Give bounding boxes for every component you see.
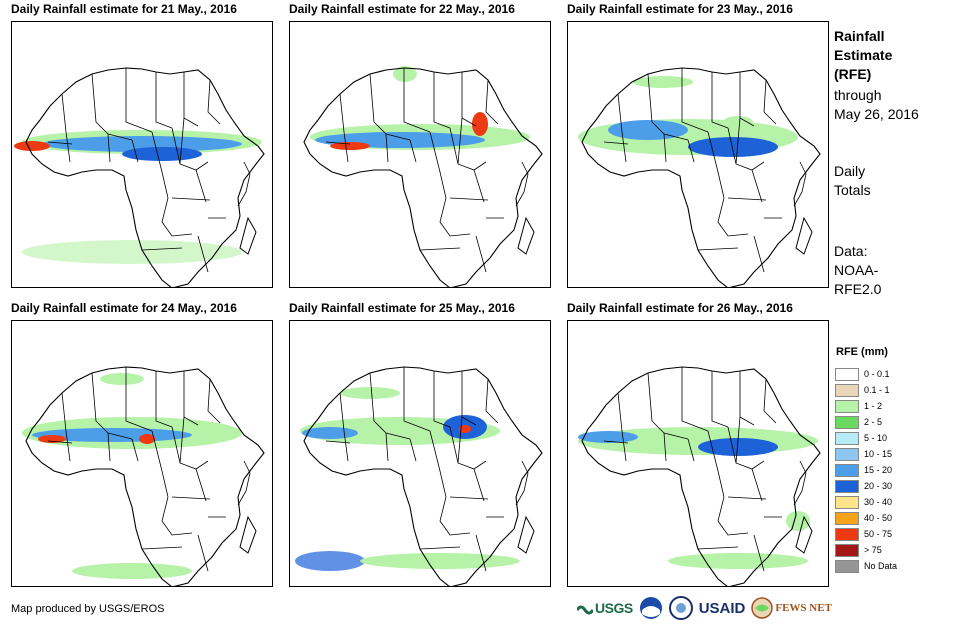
legend-label: 50 - 75	[864, 529, 893, 539]
panel-title: Daily Rainfall estimate for 26 May., 201…	[567, 301, 793, 315]
legend-label: 15 - 20	[864, 465, 893, 475]
totals-label: Totals	[834, 182, 871, 198]
rainfall-map	[567, 320, 829, 587]
rainfall-band	[22, 373, 242, 579]
rainfall-band	[295, 387, 520, 571]
legend-swatch	[835, 447, 859, 461]
logo-strip: USGS USAID FEWS NET	[577, 594, 832, 622]
data-source: Data: NOAA- RFE2.0	[834, 242, 881, 299]
panel-title: Daily Rainfall estimate for 25 May., 201…	[289, 301, 515, 315]
legend-swatch	[835, 431, 859, 445]
legend-row: 40 - 50	[835, 510, 897, 526]
source-line-1: NOAA-	[834, 262, 879, 278]
fews-globe-icon	[751, 597, 774, 619]
legend-label: 10 - 15	[864, 449, 893, 459]
noaa-logo-icon	[639, 597, 662, 619]
rainfall-band	[310, 66, 530, 150]
rainfall-band	[14, 130, 262, 264]
usgs-wave-icon	[577, 605, 593, 615]
legend-row: 20 - 30	[835, 478, 897, 494]
legend-row: 2 - 5	[835, 414, 897, 430]
credit-text: Map produced by USGS/EROS	[11, 603, 165, 615]
rainfall-map	[567, 21, 829, 288]
legend-swatch	[835, 543, 859, 557]
panel-title: Daily Rainfall estimate for 22 May., 201…	[289, 2, 515, 16]
legend-swatch	[835, 463, 859, 477]
legend-label: 40 - 50	[864, 513, 893, 523]
legend-label: 30 - 40	[864, 497, 893, 507]
legend-row: 0 - 0.1	[835, 366, 897, 382]
end-date: May 26, 2016	[834, 106, 919, 122]
legend-label: 1 - 2	[864, 401, 883, 411]
legend-row: 15 - 20	[835, 462, 897, 478]
legend-swatch	[835, 559, 859, 573]
rainfall-map	[289, 21, 551, 288]
fews-label: FEWS NET	[775, 602, 832, 614]
panel-title: Daily Rainfall estimate for 21 May., 201…	[11, 2, 237, 16]
legend-label: 2 - 5	[864, 417, 883, 427]
daily-label: Daily	[834, 163, 866, 179]
legend-label: 5 - 10	[864, 433, 888, 443]
legend-swatch	[835, 479, 859, 493]
rainfall-band	[578, 76, 798, 157]
rainfall-map	[11, 320, 273, 587]
legend-label: > 75	[864, 545, 882, 555]
usgs-label: USGS	[595, 600, 633, 616]
usgs-logo: USGS	[577, 600, 633, 616]
legend-label: 20 - 30	[864, 481, 893, 491]
rainfall-map	[11, 21, 273, 288]
legend-swatch	[835, 511, 859, 525]
legend-title: RFE (mm)	[836, 346, 888, 358]
legend-swatch	[835, 415, 859, 429]
legend-row: 0.1 - 1	[835, 382, 897, 398]
daily-totals: Daily Totals	[834, 162, 871, 200]
legend-row: 5 - 10	[835, 430, 897, 446]
legend-row: 10 - 15	[835, 446, 897, 462]
sidebar-title: Rainfall Estimate (RFE)	[834, 27, 892, 84]
title-line-2: Estimate	[834, 47, 893, 63]
through-label: through	[834, 87, 882, 103]
legend-swatch	[835, 383, 859, 397]
legend-row: 30 - 40	[835, 494, 897, 510]
legend-row: > 75	[835, 542, 897, 558]
legend-swatch	[835, 527, 859, 541]
legend-label: 0.1 - 1	[864, 385, 890, 395]
legend-swatch	[835, 367, 859, 381]
legend-label: No Data	[864, 561, 898, 571]
rainfall-map	[289, 320, 551, 587]
legend-swatch	[835, 495, 859, 509]
usaid-label: USAID	[698, 599, 746, 617]
data-label: Data:	[834, 243, 868, 259]
through-date: through May 26, 2016	[834, 86, 919, 124]
source-line-2: RFE2.0	[834, 281, 882, 297]
title-line-1: Rainfall	[834, 28, 885, 44]
fews-logo: FEWS NET	[751, 597, 832, 619]
legend-row: 50 - 75	[835, 526, 897, 542]
legend: 0 - 0.1 0.1 - 1 1 - 2 2 - 5 5 - 10 10 - 15 15 …	[835, 366, 897, 574]
legend-row: 1 - 2	[835, 398, 897, 414]
legend-swatch	[835, 399, 859, 413]
panel-title: Daily Rainfall estimate for 23 May., 201…	[567, 2, 793, 16]
panel-title: Daily Rainfall estimate for 24 May., 201…	[11, 301, 237, 315]
legend-label: 0 - 0.1	[864, 369, 890, 379]
legend-row: No Data	[835, 558, 897, 574]
title-line-3: (RFE)	[834, 66, 872, 82]
dhs-seal-icon	[668, 596, 693, 620]
